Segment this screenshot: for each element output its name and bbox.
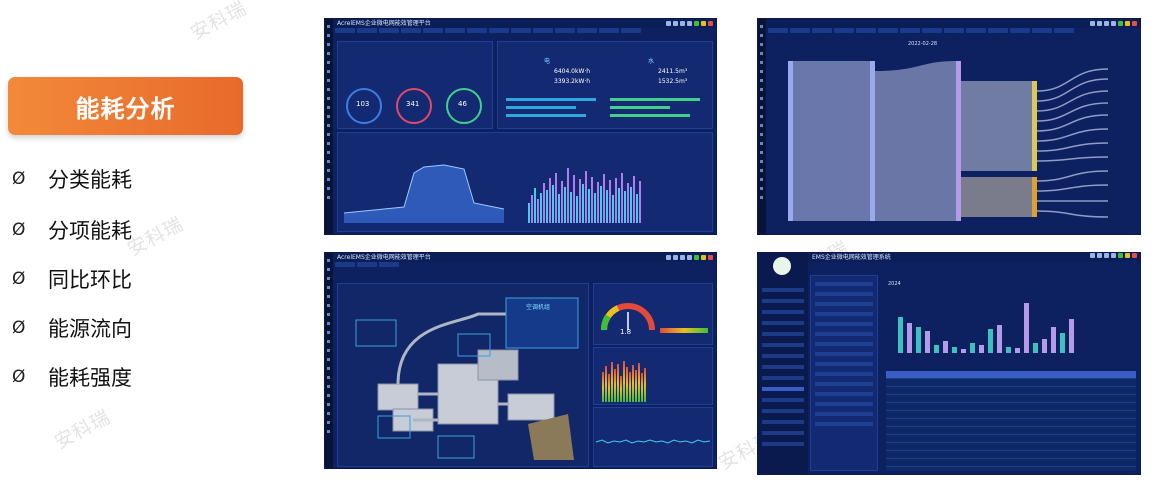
- feature-item: Ø 分类能耗: [12, 164, 132, 194]
- data-table: [886, 371, 1136, 471]
- electric-value: 6404.0kW·h: [554, 68, 591, 75]
- sankey-diagram: [788, 61, 1109, 221]
- electric-label: 电: [544, 58, 551, 65]
- line-panel: [593, 407, 713, 467]
- hvac-box-title: 空调机组: [526, 304, 551, 311]
- sidebar: [325, 19, 333, 234]
- water-label: 水: [648, 58, 655, 65]
- electric-value-2: 3393.2kW·h: [554, 78, 591, 85]
- screenshot-energy-intensity: EMS企业微电网能效管理系统 2024: [757, 252, 1141, 475]
- section-title: 能耗分析: [75, 94, 176, 123]
- logo: [773, 257, 791, 275]
- bar-chart: [528, 157, 641, 223]
- feature-item: Ø 能耗强度: [12, 362, 132, 392]
- watermark: 安科瑞: [124, 213, 188, 261]
- header-icons: [1090, 21, 1137, 26]
- bar-chart: [898, 297, 1074, 353]
- bullet-icon: Ø: [12, 318, 26, 338]
- water-value: 2411.5m³: [658, 68, 688, 75]
- trend-panel: [337, 132, 713, 232]
- water-value-2: 1532.5m³: [658, 78, 688, 85]
- stacked-bar-chart: [602, 358, 646, 402]
- feature-item: Ø 分项能耗: [12, 215, 132, 245]
- bullet-icon: Ø: [12, 220, 26, 240]
- feature-item: Ø 能源流向: [12, 313, 132, 343]
- overview-panel: 103 341 46: [337, 41, 493, 129]
- tab-strip: [333, 28, 716, 34]
- line-chart: [596, 439, 711, 444]
- header-icons: [666, 255, 713, 260]
- efficiency-gauge: [600, 303, 655, 331]
- header-icons: [1090, 253, 1137, 262]
- header-icons: [666, 21, 713, 26]
- area-chart: [344, 164, 504, 223]
- gauge-value: 1.8: [620, 328, 632, 336]
- feature-label: 能源流向: [48, 317, 132, 341]
- feature-label: 分项能耗: [48, 219, 132, 243]
- energy-summary-panel: 电 6404.0kW·h 3393.2kW·h 水 2411.5m³ 1532.…: [497, 41, 713, 129]
- tab-strip: [766, 28, 1140, 34]
- tree-panel: [810, 275, 878, 471]
- nav-sidebar: [758, 253, 808, 474]
- screenshot-energy-classification: AcrelEMS企业微电网能效管理平台 103 341 46 电 6404.0k…: [324, 18, 717, 235]
- gauge-panel: 1.8: [593, 283, 713, 345]
- tab-strip: [333, 262, 716, 268]
- ring-gauge: 103: [346, 88, 382, 124]
- bullet-icon: Ø: [12, 269, 26, 289]
- hvac-diagram-panel: 空调机组: [337, 283, 589, 467]
- sidebar: [758, 19, 766, 234]
- watermark: 安科瑞: [187, 0, 251, 45]
- screenshot-hvac-efficiency: AcrelEMS企业微电网能效管理平台 空调机组 1.8: [324, 252, 717, 469]
- feature-label: 同比环比: [48, 268, 132, 292]
- feature-item: Ø 同比环比: [12, 264, 132, 294]
- app-title: AcrelEMS企业微电网能效管理平台: [337, 20, 431, 27]
- app-header: AcrelEMS企业微电网能效管理平台: [333, 253, 716, 262]
- chiller-illustration: [355, 297, 579, 460]
- app-header: AcrelEMS企业微电网能效管理平台: [333, 19, 716, 28]
- app-title: EMS企业微电网能效管理系统: [812, 254, 891, 261]
- feature-label: 分类能耗: [48, 168, 132, 192]
- bullet-icon: Ø: [12, 169, 26, 189]
- app-header: [766, 19, 1140, 28]
- ring-gauge: 46: [446, 88, 482, 124]
- watermark: 安科瑞: [51, 406, 115, 454]
- year-filter[interactable]: 2024: [888, 281, 901, 287]
- screenshot-energy-flow: 2022-02-28: [757, 18, 1141, 235]
- sidebar: [325, 253, 333, 468]
- section-title-badge: 能耗分析: [8, 77, 243, 135]
- ring-gauge: 341: [396, 88, 432, 124]
- bullet-icon: Ø: [12, 367, 26, 387]
- feature-label: 能耗强度: [48, 366, 132, 390]
- app-header: EMS企业微电网能效管理系统: [808, 253, 1140, 262]
- stacked-bar-panel: [593, 347, 713, 405]
- date-filter[interactable]: 2022-02-28: [908, 41, 938, 47]
- app-title: AcrelEMS企业微电网能效管理平台: [337, 254, 431, 261]
